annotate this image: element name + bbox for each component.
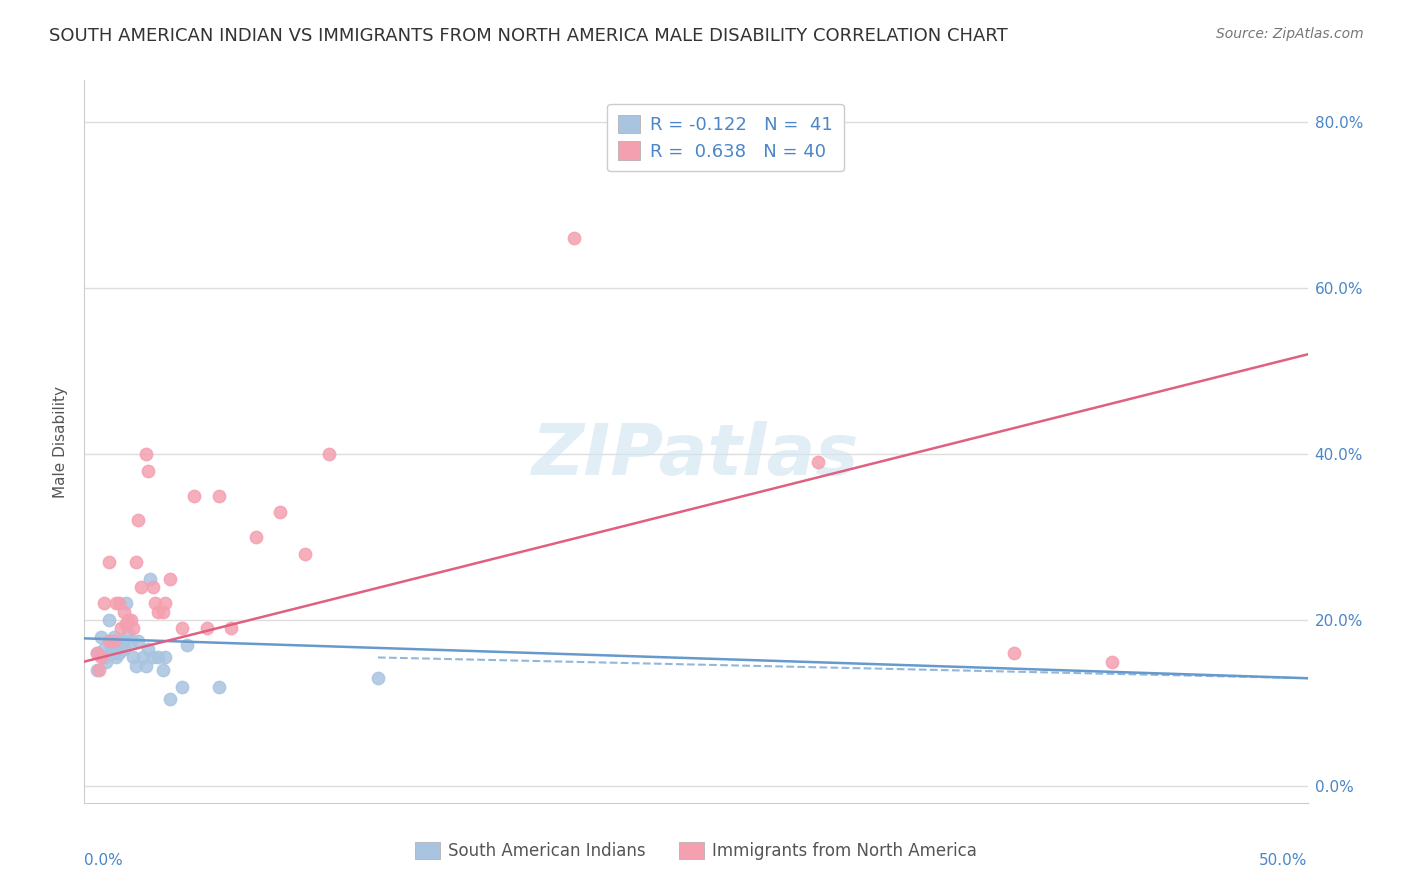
Point (153, 597, 176, 611)
Point (90, 630, 112, 644)
Point (172, 621, 194, 635)
Point (146, 650, 169, 665)
Point (97, 613, 120, 627)
Point (125, 555, 148, 569)
Text: SOUTH AMERICAN INDIAN VS IMMIGRANTS FROM NORTH AMERICA MALE DISABILITY CORRELATI: SOUTH AMERICAN INDIAN VS IMMIGRANTS FROM… (49, 27, 1008, 45)
Point (115, 617, 138, 632)
Point (172, 680, 194, 694)
Point (112, 605, 135, 619)
Point (93, 650, 115, 665)
Point (127, 633, 149, 648)
Point (367, 671, 389, 685)
Point (120, 633, 142, 648)
Point (152, 605, 174, 619)
Point (219, 621, 242, 635)
Point (153, 650, 176, 665)
Point (318, 447, 340, 461)
Point (294, 547, 316, 561)
Point (87, 663, 110, 677)
Point (93, 642, 115, 657)
Point (208, 489, 231, 503)
Point (159, 572, 181, 586)
Point (135, 658, 157, 673)
Point (110, 642, 132, 657)
Y-axis label: Male Disability: Male Disability (53, 385, 69, 498)
Point (115, 617, 138, 632)
Point (97, 633, 120, 648)
Point (195, 621, 218, 635)
Point (100, 642, 122, 657)
Point (208, 680, 231, 694)
Point (96, 655, 118, 669)
Point (183, 489, 205, 503)
Legend: South American Indians, Immigrants from North America: South American Indians, Immigrants from … (408, 835, 984, 867)
Point (105, 638, 128, 652)
Point (105, 597, 128, 611)
Point (146, 605, 169, 619)
Point (245, 530, 267, 544)
Point (132, 650, 155, 665)
Point (107, 646, 129, 660)
Point (86, 646, 108, 660)
Point (159, 692, 181, 706)
Point (112, 642, 135, 657)
Point (142, 650, 165, 665)
Point (122, 650, 145, 665)
Point (117, 625, 139, 640)
Point (135, 447, 157, 461)
Point (103, 633, 125, 648)
Point (90, 650, 112, 665)
Point (93, 597, 115, 611)
Point (97, 555, 120, 569)
Point (100, 638, 122, 652)
Point (685, 156, 707, 170)
Point (269, 505, 291, 519)
Text: ZIPatlas: ZIPatlas (533, 422, 859, 491)
Point (1101, 655, 1123, 669)
Point (117, 613, 139, 627)
Point (139, 572, 162, 586)
Point (142, 580, 165, 594)
Point (86, 663, 108, 677)
Point (110, 638, 132, 652)
Point (110, 621, 132, 635)
Point (129, 580, 152, 594)
Point (103, 646, 125, 660)
Point (103, 630, 125, 644)
Point (125, 658, 148, 673)
Point (143, 597, 166, 611)
Text: 0.0%: 0.0% (84, 854, 124, 869)
Point (176, 638, 198, 652)
Point (152, 663, 174, 677)
Point (107, 597, 129, 611)
Text: 50.0%: 50.0% (1260, 854, 1308, 869)
Point (112, 633, 135, 648)
Point (127, 513, 149, 527)
Point (107, 633, 129, 648)
Point (807, 455, 830, 469)
Point (105, 650, 128, 665)
Point (122, 621, 145, 635)
Point (86, 646, 108, 660)
Point (1002, 646, 1025, 660)
Point (120, 613, 142, 627)
Point (103, 633, 125, 648)
Point (97, 633, 120, 648)
Point (562, 231, 585, 245)
Text: Source: ZipAtlas.com: Source: ZipAtlas.com (1216, 27, 1364, 41)
Point (136, 464, 159, 478)
Point (136, 642, 159, 657)
Point (115, 597, 138, 611)
